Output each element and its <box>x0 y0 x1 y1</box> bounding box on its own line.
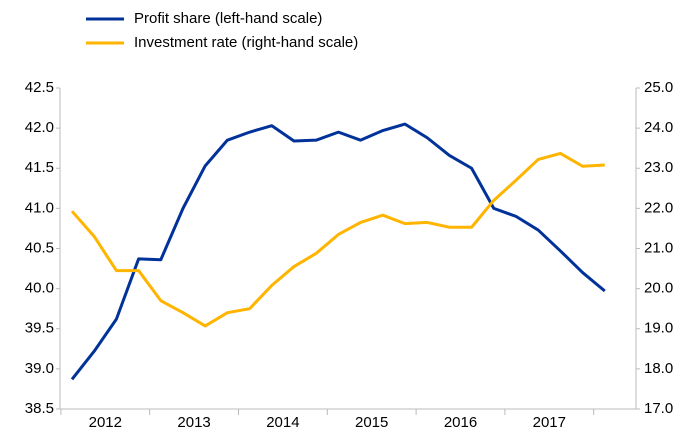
x-tick-label: 2014 <box>266 414 299 431</box>
x-tick-label: 2012 <box>89 414 122 431</box>
y2-tick-label: 21.0 <box>644 239 673 256</box>
y2-tick-label: 20.0 <box>644 280 673 297</box>
y-tick-label: 42.0 <box>25 119 54 136</box>
y-tick-label: 40.0 <box>25 280 54 297</box>
y-tick-label: 41.5 <box>25 159 54 176</box>
y2-tick-label: 25.0 <box>644 79 673 96</box>
x-tick-label: 2016 <box>444 414 477 431</box>
y2-tick-label: 22.0 <box>644 199 673 216</box>
y-tick-label: 42.5 <box>25 79 54 96</box>
y-tick-label: 39.0 <box>25 360 54 377</box>
legend-label: Profit share (left-hand scale) <box>134 10 322 27</box>
series-line <box>70 151 605 328</box>
y2-tick-label: 17.0 <box>644 400 673 417</box>
x-tick-label: 2013 <box>177 414 210 431</box>
x-tick-label: 2015 <box>355 414 388 431</box>
legend-label: Investment rate (right-hand scale) <box>134 34 358 51</box>
y2-tick-label: 18.0 <box>644 360 673 377</box>
y-tick-label: 38.5 <box>25 400 54 417</box>
y2-tick-label: 19.0 <box>644 320 673 337</box>
x-tick-label: 2017 <box>533 414 566 431</box>
y-tick-label: 40.5 <box>25 239 54 256</box>
y-tick-label: 39.5 <box>25 320 54 337</box>
y2-tick-label: 23.0 <box>644 159 673 176</box>
y2-tick-label: 24.0 <box>644 119 673 136</box>
y-tick-label: 41.0 <box>25 199 54 216</box>
series-line <box>70 122 606 381</box>
